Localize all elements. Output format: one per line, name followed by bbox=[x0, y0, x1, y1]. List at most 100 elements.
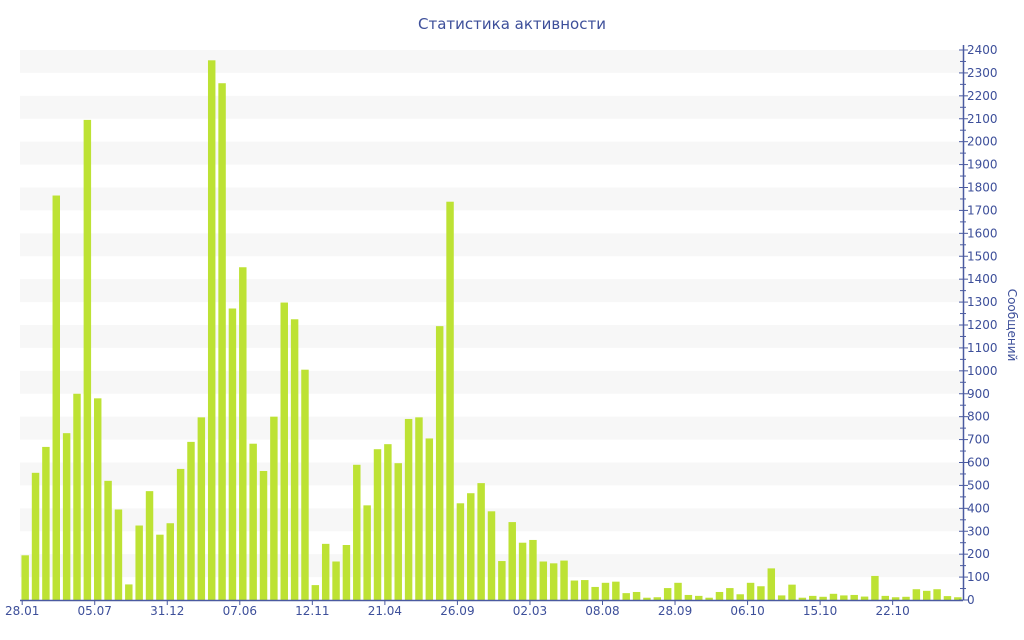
bar bbox=[736, 594, 744, 600]
y-tick-label: 800 bbox=[967, 410, 990, 424]
bar bbox=[819, 596, 827, 600]
bar bbox=[467, 493, 475, 600]
bar bbox=[280, 302, 288, 600]
bar bbox=[218, 83, 226, 600]
chart-title: Статистика активности bbox=[418, 15, 606, 33]
bar bbox=[746, 582, 755, 600]
bar bbox=[114, 509, 123, 600]
bar bbox=[695, 595, 703, 600]
y-tick-label: 1200 bbox=[967, 318, 998, 332]
bar bbox=[954, 597, 962, 600]
x-tick-label: 28.01 bbox=[5, 604, 39, 618]
bar bbox=[435, 326, 444, 600]
grid-band bbox=[20, 233, 963, 257]
y-tick-label: 2100 bbox=[967, 112, 998, 126]
y-tick-label: 300 bbox=[967, 524, 990, 538]
x-tick-label: 22.10 bbox=[875, 604, 909, 618]
bar bbox=[73, 393, 81, 600]
bar bbox=[228, 308, 237, 600]
bar bbox=[767, 568, 776, 600]
bar bbox=[529, 539, 537, 600]
bar bbox=[477, 483, 485, 600]
bar bbox=[176, 468, 185, 600]
bar bbox=[715, 591, 724, 600]
y-tick-label: 0 bbox=[967, 593, 975, 607]
bar bbox=[321, 543, 330, 600]
grid-band bbox=[20, 279, 963, 303]
x-tick-label: 05.07 bbox=[78, 604, 112, 618]
bar bbox=[798, 597, 807, 600]
y-tick-label: 1000 bbox=[967, 364, 998, 378]
grid-band bbox=[20, 141, 963, 165]
bar bbox=[705, 597, 713, 600]
bar bbox=[311, 585, 320, 600]
bar bbox=[912, 589, 921, 600]
x-tick-label: 15.10 bbox=[803, 604, 837, 618]
bar bbox=[342, 545, 351, 600]
y-tick-label: 1100 bbox=[967, 341, 998, 355]
bar bbox=[601, 582, 610, 600]
y-tick-label: 100 bbox=[967, 570, 990, 584]
grid-band bbox=[20, 95, 963, 119]
bar bbox=[21, 555, 29, 600]
bar bbox=[145, 491, 154, 600]
bar bbox=[581, 580, 589, 600]
y-tick-label: 1400 bbox=[967, 272, 998, 286]
bar bbox=[591, 586, 599, 600]
y-tick-label: 500 bbox=[967, 478, 990, 492]
bar bbox=[83, 119, 92, 600]
bar bbox=[456, 503, 465, 600]
y-tick-label: 700 bbox=[967, 433, 990, 447]
y-tick-label: 2300 bbox=[967, 66, 998, 80]
y-tick-label: 900 bbox=[967, 387, 990, 401]
bar bbox=[93, 398, 102, 600]
bar bbox=[353, 464, 361, 600]
x-tick-label: 12.11 bbox=[295, 604, 329, 618]
x-tick-label: 02.03 bbox=[513, 604, 547, 618]
bar bbox=[373, 449, 382, 600]
y-tick-label: 1800 bbox=[967, 181, 998, 195]
bar bbox=[415, 417, 423, 600]
bar bbox=[643, 597, 651, 600]
bar bbox=[207, 60, 216, 600]
bar bbox=[31, 472, 40, 600]
y-tick-label: 1500 bbox=[967, 249, 998, 263]
grid-band bbox=[20, 416, 963, 440]
bar bbox=[757, 586, 765, 600]
bar bbox=[850, 594, 858, 600]
bar bbox=[632, 591, 641, 600]
bar bbox=[560, 560, 568, 600]
grid-band bbox=[20, 325, 963, 348]
bar bbox=[42, 446, 50, 600]
bar bbox=[363, 505, 371, 600]
bar bbox=[539, 561, 548, 600]
bar bbox=[933, 589, 941, 600]
y-tick-label: 1900 bbox=[967, 158, 998, 172]
bar bbox=[777, 595, 786, 600]
bar bbox=[239, 267, 247, 600]
bar bbox=[197, 417, 206, 600]
bar bbox=[270, 416, 278, 600]
bar bbox=[871, 575, 879, 600]
bar bbox=[891, 597, 900, 600]
grid-band bbox=[20, 50, 963, 73]
bar bbox=[684, 594, 693, 600]
y-tick-label: 1300 bbox=[967, 295, 998, 309]
bar bbox=[653, 597, 662, 600]
y-tick-label: 2200 bbox=[967, 89, 998, 103]
bar bbox=[674, 582, 682, 600]
bar bbox=[923, 590, 931, 600]
y-tick-label: 600 bbox=[967, 456, 990, 470]
bar bbox=[446, 201, 454, 601]
bar bbox=[384, 444, 392, 600]
bar bbox=[663, 588, 672, 600]
x-tick-label: 07.06 bbox=[223, 604, 257, 618]
bar bbox=[104, 480, 112, 600]
grid-band bbox=[20, 370, 963, 394]
y-tick-label: 2000 bbox=[967, 135, 998, 149]
bar bbox=[788, 584, 796, 600]
bar bbox=[612, 581, 620, 600]
x-tick-label: 21.04 bbox=[368, 604, 402, 618]
bar bbox=[881, 595, 890, 600]
